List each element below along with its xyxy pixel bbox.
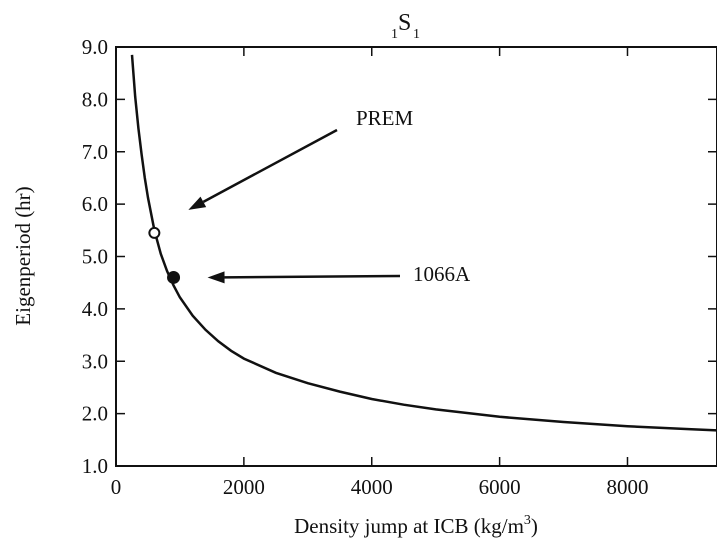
- y-tick-label: 7.0: [82, 140, 108, 164]
- axis-ticks: [115, 46, 717, 467]
- y-tick-label: 1.0: [82, 454, 108, 478]
- x-tick-label: 2000: [223, 475, 265, 499]
- y-tick-label: 8.0: [82, 87, 108, 111]
- x-tick-label: 0: [111, 475, 122, 499]
- y-axis-title: Eigenperiod (hr): [11, 186, 35, 325]
- annotation-arrows: [188, 128, 401, 284]
- marker-1066a: [167, 270, 181, 284]
- eigenperiod-curve: [130, 54, 717, 432]
- x-tick-label: 8000: [606, 475, 648, 499]
- tick-labels: 0 2000 4000 6000 8000 1.0 2.0 3.0 4.0 5.0 6.0 7.0 8.…: [82, 35, 649, 499]
- chart-title-prefix: 1: [391, 27, 398, 42]
- y-tick-label: 5.0: [82, 245, 108, 269]
- x-tick-label: 6000: [479, 475, 521, 499]
- y-tick-label: 6.0: [82, 192, 108, 216]
- y-tick-label: 2.0: [82, 402, 108, 426]
- x-axis-title: Density jump at ICB (kg/m3): [294, 513, 538, 538]
- x-tick-label: 4000: [351, 475, 393, 499]
- x-axis-title-text: Density jump at ICB (kg/m: [294, 514, 524, 538]
- annotation-1066a: 1066A: [413, 262, 471, 286]
- y-tick-label: 9.0: [82, 35, 108, 59]
- y-tick-label: 4.0: [82, 297, 108, 321]
- arrow-1066a: [207, 271, 401, 284]
- arrow-prem: [188, 128, 338, 210]
- model-markers: [148, 226, 181, 284]
- chart-title: 1 S 1: [391, 10, 420, 42]
- annotation-prem: PREM: [356, 106, 414, 130]
- y-tick-label: 3.0: [82, 349, 108, 373]
- chart-title-main: S: [398, 10, 411, 36]
- x-axis-title-tail: ): [531, 514, 538, 538]
- chart-title-suffix: 1: [413, 27, 420, 42]
- x-axis-title-sup: 3: [524, 513, 531, 528]
- marker-prem: [148, 226, 161, 239]
- plot-frame: [115, 46, 717, 467]
